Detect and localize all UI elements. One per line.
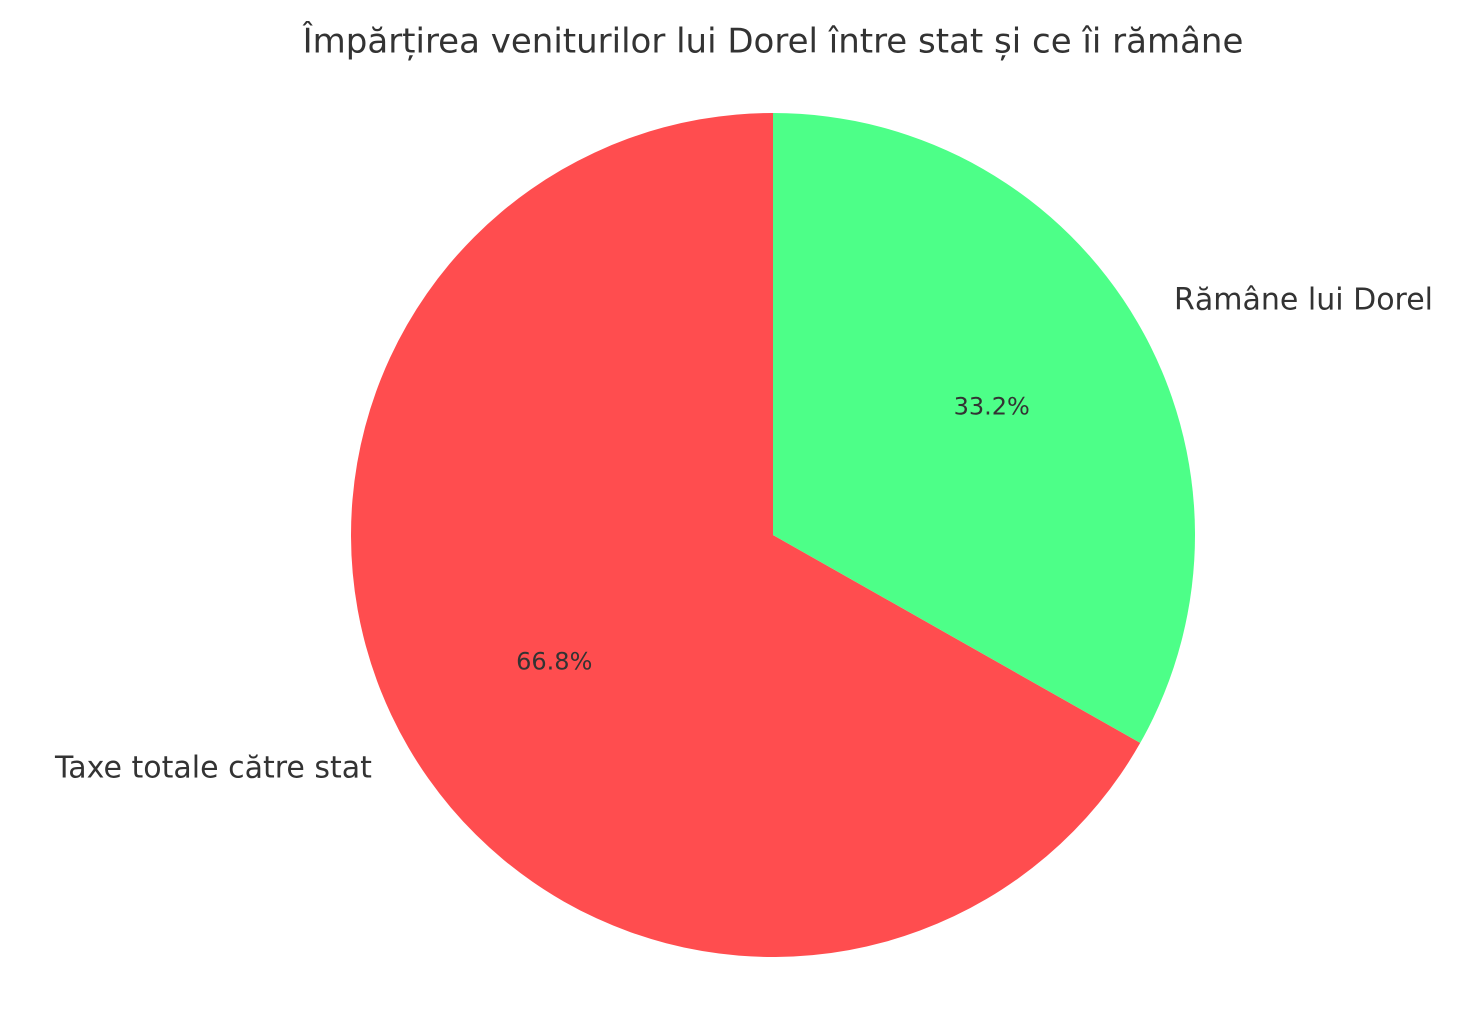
chart-title: Împărțirea veniturilor lui Dorel între s…: [302, 21, 1244, 62]
slice-label: Rămâne lui Dorel: [1174, 283, 1433, 318]
percent-label: 66.8%: [516, 648, 592, 676]
percent-label: 33.2%: [954, 392, 1030, 420]
pie-slice: [351, 113, 1141, 957]
pie-slice: [773, 113, 1195, 743]
slice-label: Taxe totale către stat: [54, 750, 372, 785]
